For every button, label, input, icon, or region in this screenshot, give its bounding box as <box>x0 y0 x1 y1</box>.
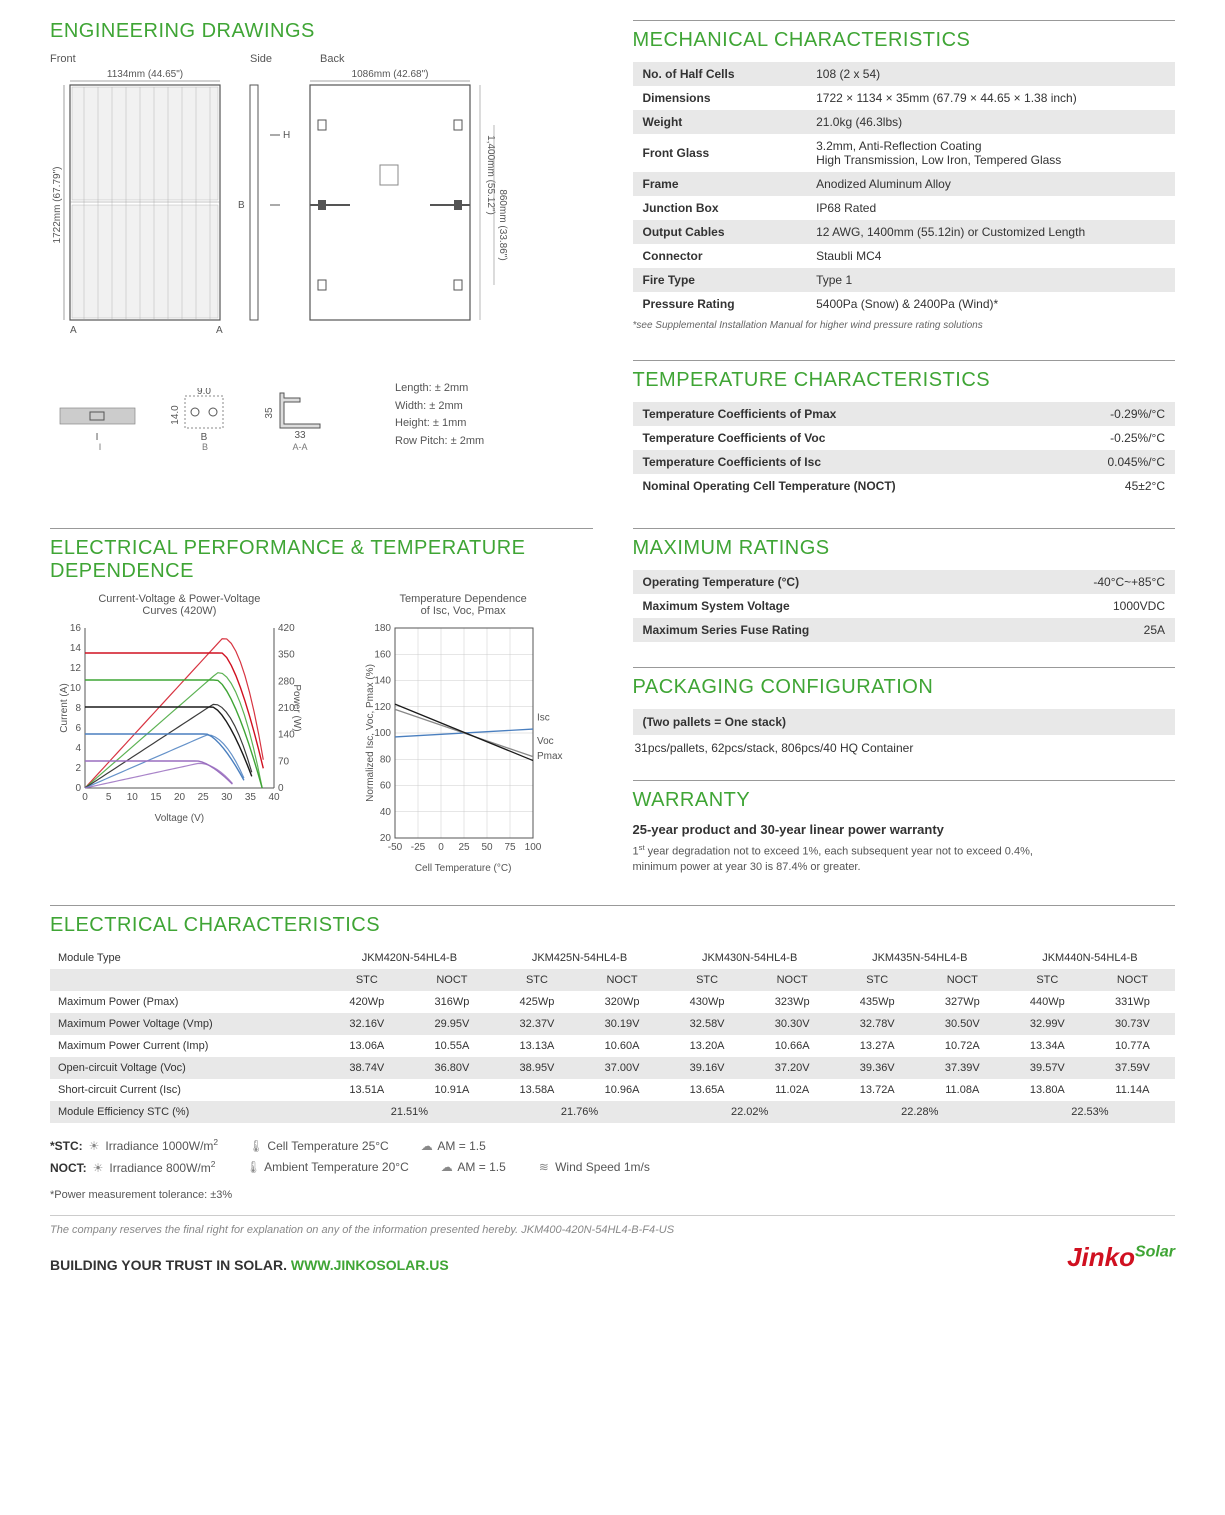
svg-text:120: 120 <box>374 702 391 713</box>
detail-aa: 35 33 <box>260 388 340 443</box>
pack-title: PACKAGING CONFIGURATION <box>633 667 1176 699</box>
chart2-xlabel: Cell Temperature (°C) <box>334 863 593 874</box>
svg-text:35: 35 <box>264 407 275 419</box>
temp-title: TEMPERATURE CHARACTERISTICS <box>633 360 1176 392</box>
svg-text:35: 35 <box>245 792 257 803</box>
svg-text:10: 10 <box>127 792 139 803</box>
svg-text:1134mm (44.65"): 1134mm (44.65") <box>107 69 183 80</box>
svg-text:20: 20 <box>174 792 186 803</box>
disclaimer: The company reserves the final right for… <box>50 1215 1175 1236</box>
svg-text:4: 4 <box>75 743 81 754</box>
svg-text:12: 12 <box>70 663 82 674</box>
mech-footnote: *see Supplemental Installation Manual fo… <box>633 316 1176 335</box>
svg-text:A: A <box>70 325 77 336</box>
svg-text:0: 0 <box>278 783 284 794</box>
detail-i: I <box>50 388 150 443</box>
svg-text:33: 33 <box>294 430 306 441</box>
svg-text:25: 25 <box>197 792 209 803</box>
label-back: Back <box>320 53 344 65</box>
elec-perf: ELECTRICAL PERFORMANCE & TEMPERATURE DEP… <box>50 528 593 875</box>
svg-text:140: 140 <box>374 676 391 687</box>
svg-text:40: 40 <box>380 807 392 818</box>
footer-notes: *STC: ☀ Irradiance 1000W/m2 🌡 Cell Tempe… <box>50 1135 1175 1204</box>
mech-table: No. of Half Cells108 (2 x 54)Dimensions1… <box>633 62 1176 316</box>
ec-table: Module TypeJKM420N-54HL4-BJKM425N-54HL4-… <box>50 947 1175 1123</box>
svg-text:B: B <box>238 200 245 211</box>
svg-text:Power (W): Power (W) <box>291 684 302 731</box>
svg-text:20: 20 <box>380 833 392 844</box>
svg-text:0: 0 <box>82 792 88 803</box>
label-front: Front <box>50 53 220 65</box>
svg-text:1722mm (67.79"): 1722mm (67.79") <box>52 167 63 244</box>
warr-body: 1st year degradation not to exceed 1%, e… <box>633 843 1053 875</box>
svg-text:B: B <box>201 432 208 443</box>
svg-text:9.0: 9.0 <box>197 388 211 397</box>
temp-chart: -50-25025507510020406080100120140160180N… <box>363 623 563 858</box>
svg-text:Voc: Voc <box>537 736 554 747</box>
svg-text:180: 180 <box>374 623 391 634</box>
svg-text:Current (A): Current (A) <box>59 683 70 732</box>
ep-title: ELECTRICAL PERFORMANCE & TEMPERATURE DEP… <box>50 537 593 583</box>
svg-text:Normalized Isc, Voc, Pmax (%): Normalized Isc, Voc, Pmax (%) <box>365 664 376 802</box>
svg-text:1086mm (42.68"): 1086mm (42.68") <box>352 69 429 80</box>
warr-head: 25-year product and 30-year linear power… <box>633 822 1176 837</box>
right-top-col: MECHANICAL CHARACTERISTICS No. of Half C… <box>633 20 1176 498</box>
svg-text:5: 5 <box>106 792 112 803</box>
right-mid-col: MAXIMUM RATINGS Operating Temperature (°… <box>633 528 1176 875</box>
svg-text:16: 16 <box>70 623 82 634</box>
svg-text:14.0: 14.0 <box>170 405 181 425</box>
iv-chart: 0510152025303540024681012141607014021028… <box>57 623 302 808</box>
detail-b: 9.0 14.0 B <box>170 388 240 443</box>
svg-text:1,400mm (55.12"): 1,400mm (55.12") <box>485 135 496 215</box>
svg-text:25: 25 <box>459 842 471 853</box>
svg-text:50: 50 <box>482 842 494 853</box>
svg-text:80: 80 <box>380 754 392 765</box>
svg-text:15: 15 <box>150 792 162 803</box>
svg-text:30: 30 <box>221 792 233 803</box>
svg-text:I: I <box>96 432 99 443</box>
svg-text:14: 14 <box>70 643 82 654</box>
svg-text:160: 160 <box>374 649 391 660</box>
elec-char: ELECTRICAL CHARACTERISTICS Module TypeJK… <box>50 905 1175 1272</box>
svg-text:6: 6 <box>75 723 81 734</box>
svg-text:Isc: Isc <box>537 712 550 723</box>
tolerance-list: Length: ± 2mm Width: ± 2mm Height: ± 1mm… <box>395 380 484 450</box>
eng-title: ENGINEERING DRAWINGS <box>50 20 593 43</box>
svg-text:0: 0 <box>75 783 81 794</box>
svg-text:70: 70 <box>278 756 290 767</box>
svg-text:100: 100 <box>525 842 542 853</box>
svg-text:420: 420 <box>278 623 295 634</box>
ec-title: ELECTRICAL CHARACTERISTICS <box>50 914 1175 937</box>
svg-text:2: 2 <box>75 763 81 774</box>
svg-text:A: A <box>216 325 223 336</box>
svg-text:8: 8 <box>75 703 81 714</box>
max-title: MAXIMUM RATINGS <box>633 528 1176 560</box>
svg-text:0: 0 <box>438 842 444 853</box>
chart1-title: Current-Voltage & Power-VoltageCurves (4… <box>50 593 309 617</box>
max-table: Operating Temperature (°C)-40°C~+85°CMax… <box>633 570 1176 642</box>
warr-title: WARRANTY <box>633 780 1176 812</box>
mech-title: MECHANICAL CHARACTERISTICS <box>633 20 1176 52</box>
svg-text:H: H <box>283 130 290 141</box>
engineering-drawings: ENGINEERING DRAWINGS Front Side Back 113… <box>50 20 593 498</box>
svg-text:350: 350 <box>278 650 295 661</box>
chart1-xlabel: Voltage (V) <box>50 813 309 824</box>
svg-text:10: 10 <box>70 683 82 694</box>
drawings-svg: 1134mm (44.65") 1722mm (67.79") A <box>50 65 520 365</box>
svg-text:860mm (33.86"): 860mm (33.86") <box>497 189 508 260</box>
svg-text:75: 75 <box>505 842 517 853</box>
pack-text: 31pcs/pallets, 62pcs/stack, 806pcs/40 HQ… <box>633 741 1176 755</box>
tagline: BUILDING YOUR TRUST IN SOLAR. WWW.JINKOS… <box>50 1257 449 1273</box>
temp-table: Temperature Coefficients of Pmax-0.29%/°… <box>633 402 1176 498</box>
svg-text:60: 60 <box>380 781 392 792</box>
svg-text:-25: -25 <box>411 842 426 853</box>
brand-logo: JinkoSolar <box>1067 1242 1175 1273</box>
label-side: Side <box>250 53 290 65</box>
chart2-title: Temperature Dependenceof Isc, Voc, Pmax <box>334 593 593 617</box>
pack-box: (Two pallets = One stack) <box>633 709 1176 735</box>
svg-text:100: 100 <box>374 728 391 739</box>
svg-text:Pmax: Pmax <box>537 751 563 762</box>
